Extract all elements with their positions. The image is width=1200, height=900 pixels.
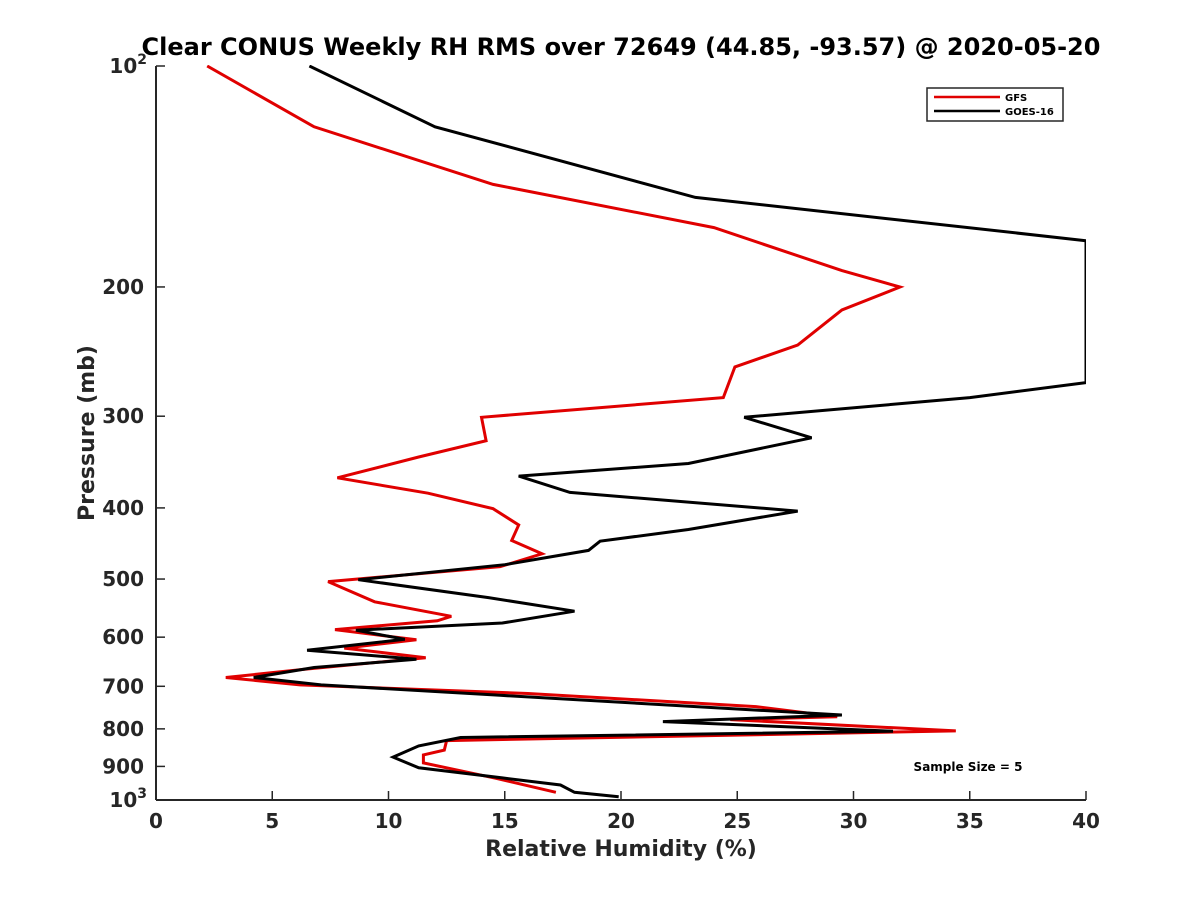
legend: GFS GOES-16 — [926, 87, 1064, 122]
x-tick-label: 30 — [840, 809, 868, 833]
x-tick-label: 25 — [723, 809, 751, 833]
x-tick-label: 0 — [149, 809, 163, 833]
x-tick-label: 10 — [375, 809, 403, 833]
plot-area: 0 5 10 15 20 25 30 35 40 102 200 300 400 500 600 700 800… — [102, 52, 1100, 833]
series-line-gfs — [206, 65, 956, 794]
y-tick-label: 400 — [102, 496, 144, 520]
legend-label: GFS — [1005, 93, 1027, 104]
y-tick-label: 500 — [102, 567, 144, 591]
legend-label: GOES-16 — [1005, 107, 1054, 118]
x-axis-label: Relative Humidity (%) — [485, 837, 757, 862]
y-axis-label: Pressure (mb) — [75, 345, 100, 521]
y-tick-label: 103 — [109, 786, 147, 812]
x-tick-label: 5 — [265, 809, 279, 833]
y-tick-label: 102 — [109, 52, 147, 78]
y-tick-label: 900 — [102, 754, 144, 778]
y-tick-label: 300 — [102, 404, 144, 428]
x-tick-label: 35 — [956, 809, 984, 833]
y-tick-label: 200 — [102, 275, 144, 299]
series-line-goes-16 — [253, 65, 1086, 799]
axes-layer: 0 5 10 15 20 25 30 35 40 102 200 300 400 500 600 700 800… — [102, 52, 1100, 833]
y-tick-label: 800 — [102, 717, 144, 741]
legend-box — [926, 87, 1064, 122]
series-layer — [206, 65, 1086, 799]
x-tick-label: 40 — [1072, 809, 1100, 833]
chart-title: Clear CONUS Weekly RH RMS over 72649 (44… — [142, 33, 1101, 61]
sample-size-annotation: Sample Size = 5 — [914, 760, 1023, 774]
x-tick-label: 15 — [491, 809, 519, 833]
x-tick-label: 20 — [607, 809, 635, 833]
y-tick-label: 700 — [102, 674, 144, 698]
y-tick-label: 600 — [102, 625, 144, 649]
